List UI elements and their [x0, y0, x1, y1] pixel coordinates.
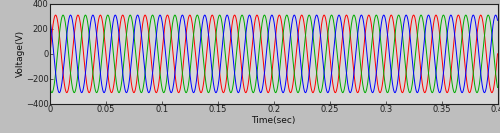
X-axis label: Time(sec): Time(sec): [252, 116, 296, 124]
Y-axis label: Voltage(V): Voltage(V): [16, 30, 24, 77]
